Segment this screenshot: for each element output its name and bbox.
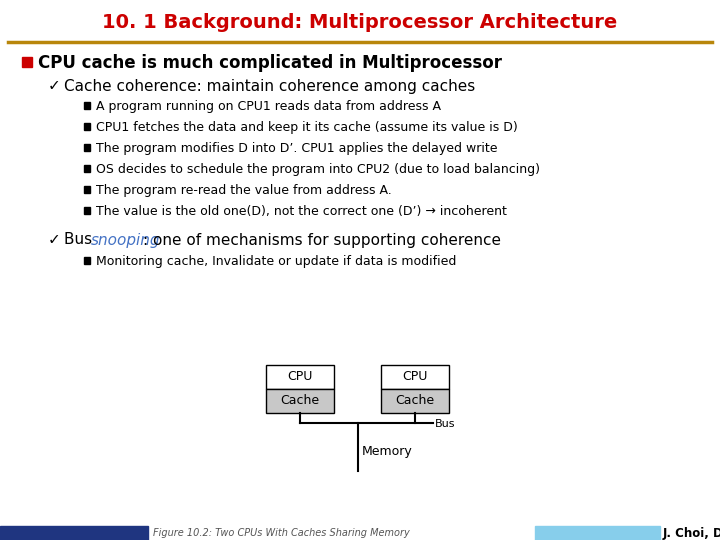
- Bar: [84, 165, 90, 172]
- Bar: [84, 102, 90, 109]
- Bar: [381, 365, 449, 389]
- Bar: [84, 123, 90, 130]
- Text: Memory: Memory: [361, 444, 413, 457]
- Text: CPU: CPU: [287, 370, 312, 383]
- Text: ✓: ✓: [48, 233, 60, 247]
- Bar: [535, 526, 660, 540]
- Text: Bus: Bus: [435, 419, 456, 429]
- Text: A program running on CPU1 reads data from address A: A program running on CPU1 reads data fro…: [96, 100, 441, 113]
- Bar: [22, 57, 32, 67]
- Text: : one of mechanisms for supporting coherence: : one of mechanisms for supporting coher…: [143, 233, 501, 247]
- Text: ✓: ✓: [48, 78, 60, 93]
- Text: OS decides to schedule the program into CPU2 (due to load balancing): OS decides to schedule the program into …: [96, 163, 540, 176]
- Text: The program re-read the value from address A.: The program re-read the value from addre…: [96, 184, 392, 197]
- Text: Cache coherence: maintain coherence among caches: Cache coherence: maintain coherence amon…: [64, 78, 475, 93]
- Bar: [84, 257, 90, 264]
- Text: The value is the old one(D), not the correct one (D’) → incoherent: The value is the old one(D), not the cor…: [96, 205, 507, 218]
- Text: snooping: snooping: [91, 233, 161, 247]
- Text: Cache: Cache: [395, 395, 435, 408]
- Bar: [84, 207, 90, 214]
- Text: CPU: CPU: [402, 370, 428, 383]
- Bar: [0, 526, 148, 540]
- Bar: [84, 144, 90, 151]
- Text: Monitoring cache, Invalidate or update if data is modified: Monitoring cache, Invalidate or update i…: [96, 255, 456, 268]
- Bar: [381, 389, 449, 413]
- Bar: [266, 365, 334, 389]
- Text: Cache: Cache: [280, 395, 320, 408]
- Text: Figure 10.2: Two CPUs With Caches Sharing Memory: Figure 10.2: Two CPUs With Caches Sharin…: [153, 528, 410, 538]
- Text: 10. 1 Background: Multiprocessor Architecture: 10. 1 Background: Multiprocessor Archite…: [102, 12, 618, 31]
- Text: CPU cache is much complicated in Multiprocessor: CPU cache is much complicated in Multipr…: [38, 53, 502, 71]
- Text: J. Choi, DKU: J. Choi, DKU: [663, 526, 720, 539]
- Text: The program modifies D into D’. CPU1 applies the delayed write: The program modifies D into D’. CPU1 app…: [96, 142, 498, 155]
- Bar: [84, 186, 90, 193]
- Text: Bus: Bus: [64, 233, 97, 247]
- Text: CPU1 fetches the data and keep it its cache (assume its value is D): CPU1 fetches the data and keep it its ca…: [96, 121, 518, 134]
- Bar: [266, 389, 334, 413]
